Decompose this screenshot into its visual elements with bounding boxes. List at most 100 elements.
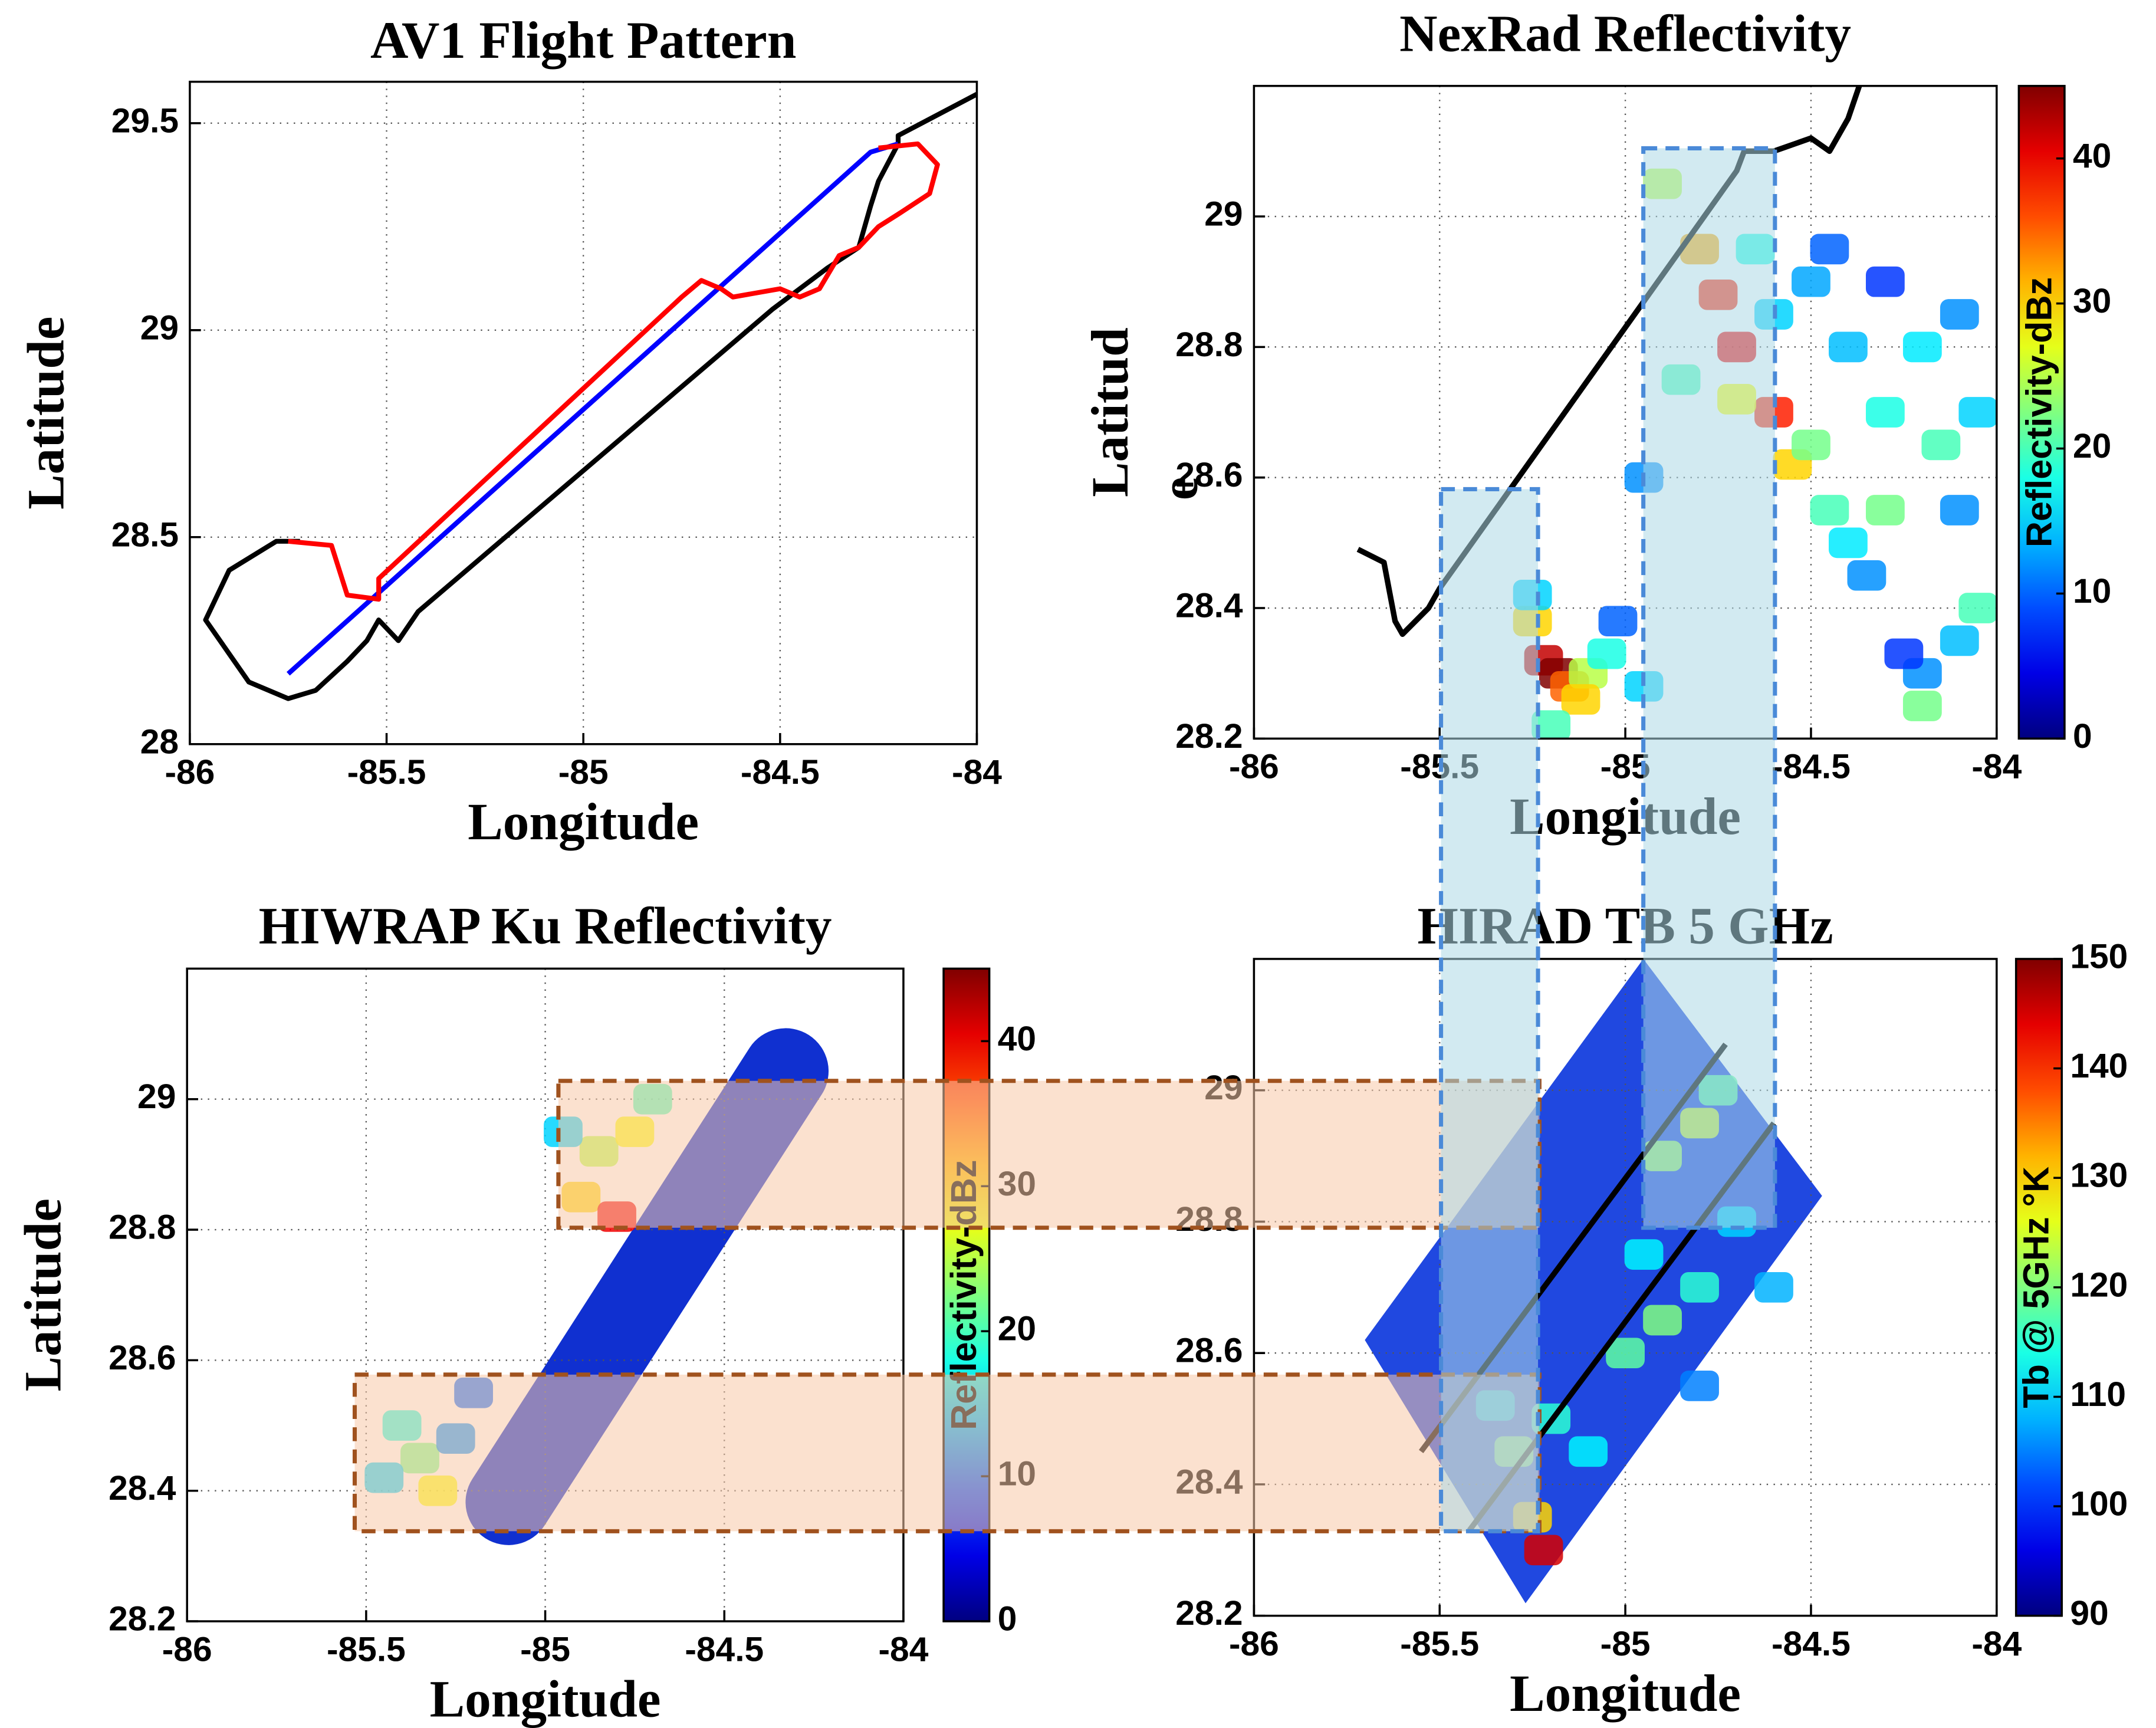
y-tick-label: 29	[1204, 195, 1243, 234]
x-tick-label: -86	[1229, 1625, 1279, 1663]
data-cell	[1754, 1272, 1793, 1303]
x-tick-label: -84.5	[685, 1630, 764, 1668]
colorbar-tick-label: 130	[2070, 1157, 2128, 1195]
axes-box	[189, 80, 978, 745]
axes-box	[1253, 84, 1998, 740]
colorbar	[2017, 84, 2066, 740]
x-tick-label: -85	[558, 753, 609, 791]
panel-title: AV1 Flight Pattern	[370, 11, 796, 70]
data-cell	[1643, 1305, 1682, 1336]
x-tick-label: -86	[162, 1630, 212, 1668]
colorbar-tick-label: 40	[2073, 137, 2111, 175]
data-cell	[1847, 560, 1886, 591]
x-tick-label: -84.5	[1772, 1625, 1851, 1663]
colorbar-tick-label: 150	[2070, 937, 2128, 975]
y-tick-label: 28.2	[109, 1600, 176, 1638]
y-tick-label: 28.6	[1175, 456, 1243, 494]
x-tick-label: -85.5	[1400, 1625, 1479, 1663]
x-tick-label: -85	[1600, 1625, 1651, 1663]
y-tick-label: 29.5	[111, 101, 179, 140]
colorbar-tick-label: 90	[2070, 1594, 2108, 1632]
y-tick-label: 29	[140, 308, 179, 347]
colorbar-tick-label: 30	[2073, 282, 2111, 320]
data-cell	[1587, 638, 1626, 669]
x-tick-label: -84	[1971, 748, 2022, 786]
y-axis-label: Latitude	[17, 317, 75, 510]
x-axis-label: Longitude	[468, 793, 699, 851]
x-tick-label: -85.5	[327, 1630, 406, 1668]
x-tick-label: -86	[165, 753, 215, 791]
data-cell	[1524, 1535, 1563, 1566]
data-cell	[1865, 495, 1905, 525]
y-tick-label: 28	[140, 722, 179, 761]
data-cell	[1940, 625, 1979, 656]
y-tick-label: 28.4	[1175, 587, 1243, 625]
colorbar-tick-label: 0	[2073, 717, 2092, 755]
y-tick-label: 28.5	[111, 515, 179, 554]
track-line	[288, 141, 940, 602]
panel: AV1 Flight Pattern Longitude Latitude -86 -8…	[17, 11, 1002, 851]
overlay-box	[352, 1372, 1542, 1533]
overlay-box	[1439, 487, 1540, 1533]
overlays	[352, 146, 1777, 1533]
colorbar-label: Tb @ 5GHz °K	[2016, 1167, 2056, 1408]
y-tick-label: 28.2	[1175, 1594, 1243, 1632]
x-tick-label: -84	[879, 1630, 929, 1668]
x-tick-label: -84.5	[1772, 748, 1851, 786]
colorbar-tick-label: 140	[2070, 1047, 2128, 1085]
data-cell	[1958, 397, 1997, 428]
colorbar-tick-label: 40	[998, 1020, 1036, 1058]
data-cell	[1921, 429, 1961, 461]
plot-area	[203, 92, 977, 701]
colorbar-tick-label: 110	[2070, 1375, 2126, 1414]
colorbar-tick-label: 100	[2070, 1485, 2128, 1523]
colorbar-tick-label: 20	[998, 1310, 1036, 1348]
track-line	[1356, 86, 1862, 637]
y-tick-label: 28.2	[1175, 717, 1243, 755]
x-tick-label: -84	[1971, 1625, 2022, 1663]
y-tick-label: 29	[137, 1077, 176, 1116]
x-tick-label: -85	[520, 1630, 570, 1668]
data-cell	[1902, 331, 1942, 363]
data-cell	[1680, 1272, 1719, 1303]
x-tick-label: -84	[952, 753, 1002, 791]
y-axis-label: Latitude	[14, 1198, 73, 1391]
colorbar-tick-label: 20	[2073, 427, 2111, 465]
data-cell	[1569, 1436, 1608, 1467]
data-cell	[1531, 710, 1571, 739]
data-cell	[1561, 684, 1600, 715]
colorbar-tick-label: 10	[2073, 572, 2111, 610]
data-cell	[1958, 593, 1997, 623]
x-tick-label: -86	[1229, 748, 1279, 786]
y-tick-label: 28.8	[1175, 326, 1243, 364]
x-axis-label: Longitude	[430, 1670, 661, 1728]
axes-box	[186, 967, 905, 1622]
data-cell	[1606, 1338, 1645, 1369]
panel: HIWRAP Ku Reflectivity Longitude Latitude -…	[14, 896, 1036, 1728]
overlay-box	[1641, 146, 1777, 1230]
y-axis-label: Latitud	[1081, 327, 1139, 497]
y-tick-label: 28.6	[1175, 1332, 1243, 1370]
colorbar-tick-label: 0	[998, 1600, 1017, 1638]
x-tick-label: -84.5	[741, 753, 820, 791]
data-cell	[1865, 266, 1905, 297]
data-cell	[1598, 606, 1638, 637]
data-cell	[1884, 638, 1924, 669]
data-cell	[1680, 1371, 1719, 1401]
panel-title: HIWRAP Ku Reflectivity	[259, 896, 832, 955]
overlay-box	[556, 1079, 1542, 1230]
track-line	[203, 92, 977, 701]
data-cell	[1792, 429, 1830, 461]
data-cell	[1865, 397, 1905, 428]
data-cell	[1829, 331, 1868, 363]
data-cell	[1810, 234, 1849, 265]
data-cell	[1624, 1239, 1664, 1270]
data-cell	[1940, 299, 1979, 330]
data-cell	[1902, 691, 1942, 721]
data-cell	[1829, 527, 1868, 559]
colorbar-tick-label: 120	[2070, 1266, 2128, 1304]
x-axis-label: Longitude	[1510, 1664, 1741, 1723]
panel-title: NexRad Reflectivity	[1399, 4, 1851, 63]
